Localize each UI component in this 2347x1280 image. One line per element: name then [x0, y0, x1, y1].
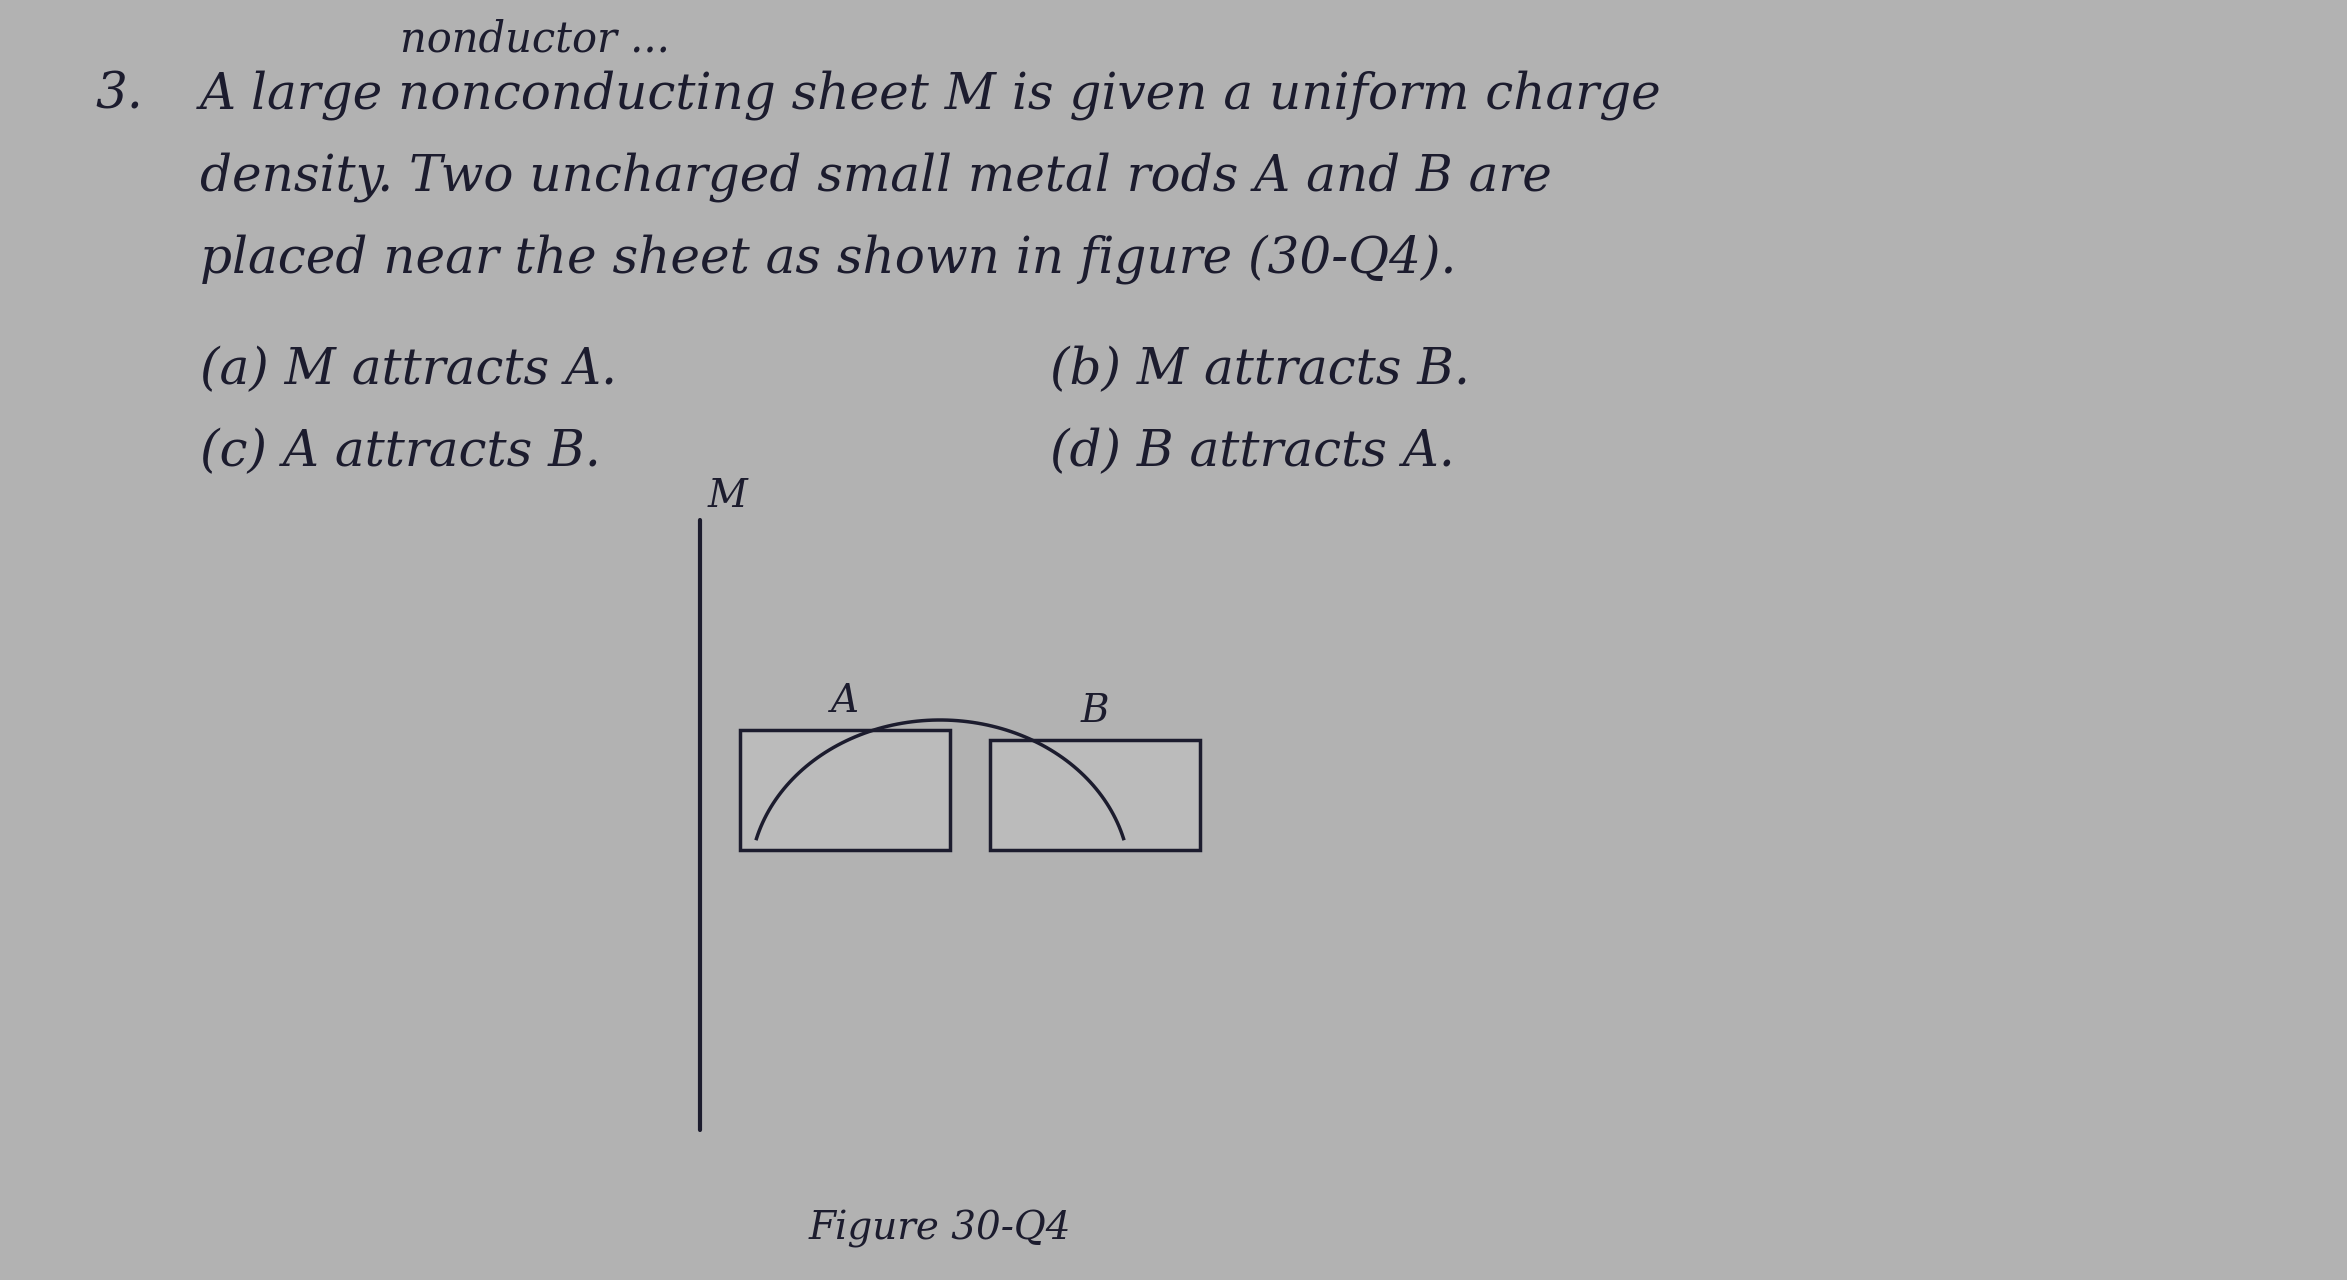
Text: M: M [709, 477, 749, 515]
Text: Figure 30-Q4: Figure 30-Q4 [810, 1210, 1070, 1248]
Text: density. Two uncharged small metal rods A and B are: density. Two uncharged small metal rods … [199, 152, 1551, 202]
Bar [739, 730, 951, 850]
Text: (d) B attracts A.: (d) B attracts A. [1049, 428, 1455, 477]
Text: nonductor ...: nonductor ... [399, 18, 669, 60]
Text: B: B [1080, 692, 1110, 730]
Text: (c) A attracts B.: (c) A attracts B. [199, 428, 601, 477]
Text: (b) M attracts B.: (b) M attracts B. [1049, 346, 1469, 396]
Text: A: A [831, 684, 859, 719]
Bar [990, 740, 1199, 850]
Text: 3.: 3. [94, 70, 143, 119]
Text: (a) M attracts A.: (a) M attracts A. [199, 346, 617, 396]
Text: A large nonconducting sheet M is given a uniform charge: A large nonconducting sheet M is given a… [199, 70, 1662, 120]
Text: placed near the sheet as shown in figure (30-Q4).: placed near the sheet as shown in figure… [199, 234, 1457, 284]
